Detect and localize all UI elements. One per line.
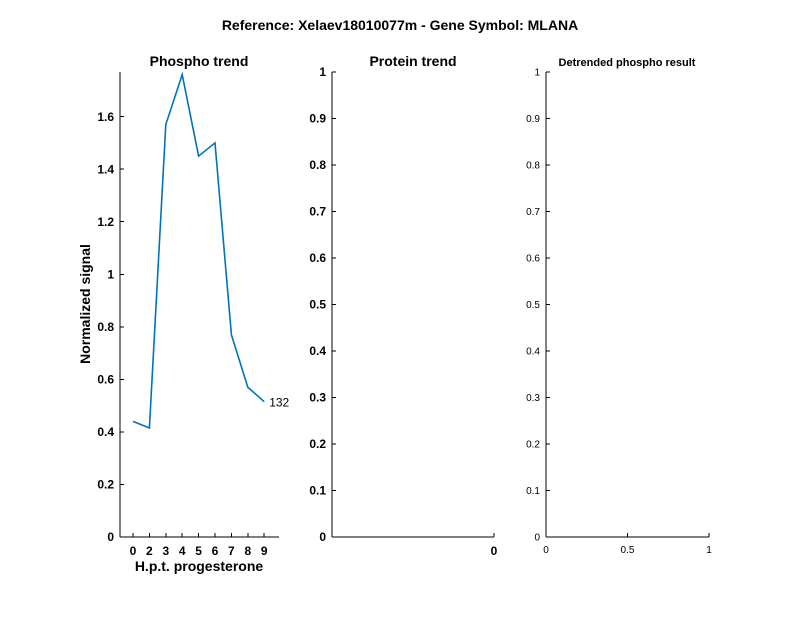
y-tick-label: 0.1: [526, 486, 540, 497]
y-tick-label: 0.6: [309, 251, 326, 265]
x-tick-label: 8: [244, 544, 251, 558]
y-tick-label: 1: [534, 68, 540, 79]
y-tick-label: 0.2: [97, 478, 114, 492]
protein-trend-title: Protein trend: [369, 53, 456, 69]
x-tick-label: 5: [195, 544, 202, 558]
figure-suptitle: Reference: Xelaev18010077m - Gene Symbol…: [222, 17, 578, 33]
x-tick-label: 9: [261, 544, 268, 558]
y-tick-label: 0: [319, 530, 326, 544]
phospho-series-line: [132, 71, 265, 430]
y-tick-label: 0: [534, 533, 540, 544]
x-tick-label: 4: [179, 544, 186, 558]
y-tick-label: 0.8: [97, 320, 114, 334]
y-tick-label: 0.3: [309, 391, 326, 405]
y-tick-label: 0.5: [309, 298, 326, 312]
protein-trend-panel: Protein trend 00.10.20.30.40.50.60.70.80…: [309, 53, 497, 558]
y-tick-label: 0.9: [309, 112, 326, 126]
y-tick-label: 0.8: [309, 158, 326, 172]
protein-x-ticks: 0: [491, 533, 498, 558]
x-tick-label: 6: [212, 544, 219, 558]
y-tick-label: 1.2: [97, 215, 114, 229]
phospho-x-axis-label: H.p.t. progesterone: [135, 558, 264, 574]
x-tick-label: 0.5: [621, 545, 635, 556]
y-tick-label: 1: [107, 267, 114, 281]
y-tick-label: 0.7: [309, 205, 326, 219]
y-tick-label: 1: [319, 65, 326, 79]
x-tick-label: 0: [491, 544, 498, 558]
x-tick-label: 1: [706, 545, 712, 556]
detrended-phospho-title: Detrended phospho result: [559, 57, 696, 69]
phospho-trend-title: Phospho trend: [150, 53, 249, 69]
y-tick-label: 1.6: [97, 110, 114, 124]
y-tick-label: 0.6: [97, 373, 114, 387]
x-tick-label: 0: [543, 545, 549, 556]
protein-y-ticks: 0 0.1 0.2 0.3 0.4 0.5 0.6 0.7 0.8 0.9 1: [309, 65, 336, 544]
y-tick-label: 0.6: [526, 254, 540, 265]
y-tick-label: 0.4: [309, 344, 326, 358]
y-tick-label: 1.4: [97, 162, 114, 176]
x-tick-label: 7: [228, 544, 235, 558]
y-tick-label: 0.3: [526, 393, 540, 404]
y-tick-label: 0.7: [526, 207, 540, 218]
y-tick-label: 0.2: [309, 437, 326, 451]
x-tick-label: 0: [130, 544, 137, 558]
y-tick-label: 0.4: [526, 347, 540, 358]
y-tick-label: 0.2: [526, 440, 540, 451]
x-tick-label: 2: [146, 544, 153, 558]
y-tick-label: 0.8: [526, 161, 540, 172]
detrended-y-ticks: 0 0.1 0.2 0.3 0.4 0.5 0.6 0.7 0.8 0.9 1: [526, 68, 550, 544]
y-tick-label: 0: [107, 530, 114, 544]
y-tick-label: 0.5: [526, 300, 540, 311]
detrended-phospho-panel: Detrended phospho result 0 0.1 0.2 0.3 0.4 0.…: [526, 57, 712, 556]
phospho-series-end-label: 132: [269, 396, 289, 410]
y-tick-label: 0.4: [97, 425, 114, 439]
x-tick-label: 3: [162, 544, 169, 558]
phospho-y-axis-label: Normalized signal: [77, 244, 93, 364]
y-tick-label: 0.9: [526, 114, 540, 125]
y-tick-label: 0.1: [309, 484, 326, 498]
phospho-y-ticks: 0 0.2 0.4 0.6 0.8 1 1.2 1.4 1.6: [97, 110, 124, 544]
detrended-x-ticks: 0 0.5 1: [543, 533, 712, 556]
